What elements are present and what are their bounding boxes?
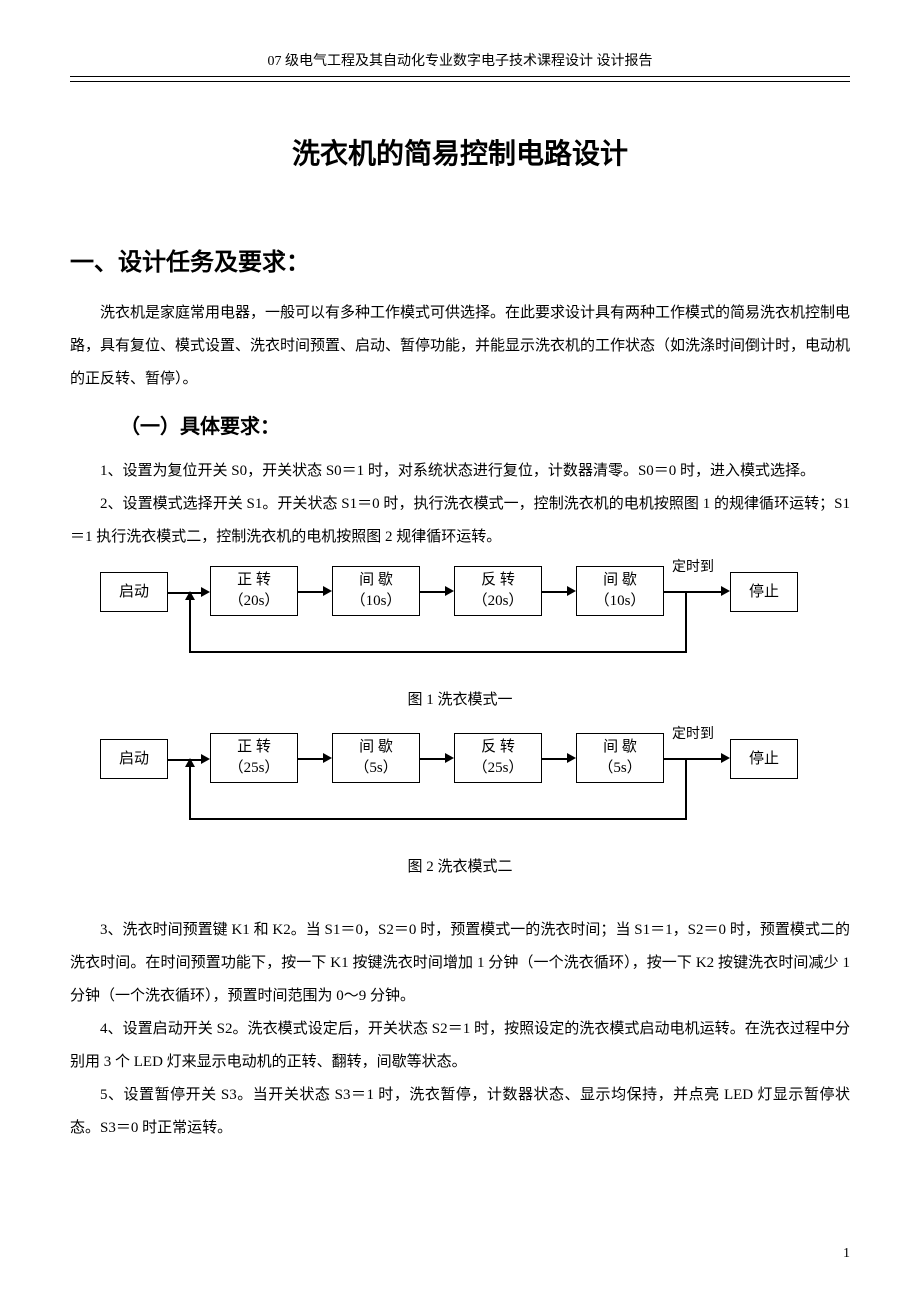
sub-heading: （一）具体要求：	[70, 410, 850, 439]
timer-label: 定时到	[672, 723, 714, 743]
requirement-item-1: 1、设置为复位开关 S0，开关状态 S0＝1 时，对系统状态进行复位，计数器清零…	[70, 455, 850, 488]
flow-node-rev: 反 转（20s）	[454, 566, 542, 616]
flow-node-gap1: 间 歇（5s）	[332, 733, 420, 783]
arrow-right-icon	[721, 753, 730, 763]
flow-node-gap2: 间 歇（5s）	[576, 733, 664, 783]
flow-node-stop: 停止	[730, 572, 798, 612]
flow-edge	[189, 818, 687, 820]
flow-node-gap2: 间 歇（10s）	[576, 566, 664, 616]
flow-edge	[542, 591, 568, 593]
flowchart-2-caption: 图 2 洗衣模式二	[70, 855, 850, 876]
flow-edge	[420, 758, 446, 760]
flow-edge	[189, 766, 191, 818]
flowchart-1-caption: 图 1 洗衣模式一	[70, 688, 850, 709]
arrow-right-icon	[323, 586, 332, 596]
flow-node-start: 启动	[100, 739, 168, 779]
flow-edge	[685, 758, 687, 818]
arrow-right-icon	[445, 753, 454, 763]
flow-node-gap1: 间 歇（10s）	[332, 566, 420, 616]
arrow-up-icon	[185, 758, 195, 767]
flow-node-rev: 反 转（25s）	[454, 733, 542, 783]
flow-node-stop: 停止	[730, 739, 798, 779]
flow-node-fwd: 正 转（25s）	[210, 733, 298, 783]
arrow-right-icon	[201, 587, 210, 597]
arrow-right-icon	[567, 586, 576, 596]
page-header: 07 级电气工程及其自动化专业数字电子技术课程设计 设计报告	[70, 50, 850, 77]
flow-edge	[189, 651, 687, 653]
timer-label: 定时到	[672, 556, 714, 576]
flowchart-mode-2: 启动正 转（25s）间 歇（5s）反 转（25s）间 歇（5s）停止定时到	[70, 729, 850, 849]
requirement-item-5: 5、设置暂停开关 S3。当开关状态 S3＝1 时，洗衣暂停，计数器状态、显示均保…	[70, 1079, 850, 1145]
header-rule	[70, 81, 850, 82]
flowchart-mode-1: 启动正 转（20s）间 歇（10s）反 转（20s）间 歇（10s）停止定时到	[70, 562, 850, 682]
arrow-up-icon	[185, 591, 195, 600]
arrow-right-icon	[567, 753, 576, 763]
flow-edge	[298, 758, 324, 760]
flow-edge	[685, 591, 687, 651]
flow-edge	[664, 591, 722, 593]
page-number: 1	[843, 1246, 850, 1262]
requirement-item-4: 4、设置启动开关 S2。洗衣模式设定后，开关状态 S2＝1 时，按照设定的洗衣模…	[70, 1013, 850, 1079]
flow-edge	[420, 591, 446, 593]
flow-node-fwd: 正 转（20s）	[210, 566, 298, 616]
arrow-right-icon	[721, 586, 730, 596]
arrow-right-icon	[323, 753, 332, 763]
section-heading: 一、设计任务及要求：	[70, 242, 850, 277]
requirement-item-2: 2、设置模式选择开关 S1。开关状态 S1＝0 时，执行洗衣模式一，控制洗衣机的…	[70, 488, 850, 554]
flow-edge	[664, 758, 722, 760]
flow-edge	[542, 758, 568, 760]
flow-node-start: 启动	[100, 572, 168, 612]
arrow-right-icon	[445, 586, 454, 596]
intro-paragraph: 洗衣机是家庭常用电器，一般可以有多种工作模式可供选择。在此要求设计具有两种工作模…	[70, 297, 850, 396]
flow-edge	[298, 591, 324, 593]
flow-edge	[189, 599, 191, 651]
arrow-right-icon	[201, 754, 210, 764]
requirement-item-3: 3、洗衣时间预置键 K1 和 K2。当 S1＝0，S2＝0 时，预置模式一的洗衣…	[70, 914, 850, 1013]
main-title: 洗衣机的简易控制电路设计	[70, 132, 850, 172]
